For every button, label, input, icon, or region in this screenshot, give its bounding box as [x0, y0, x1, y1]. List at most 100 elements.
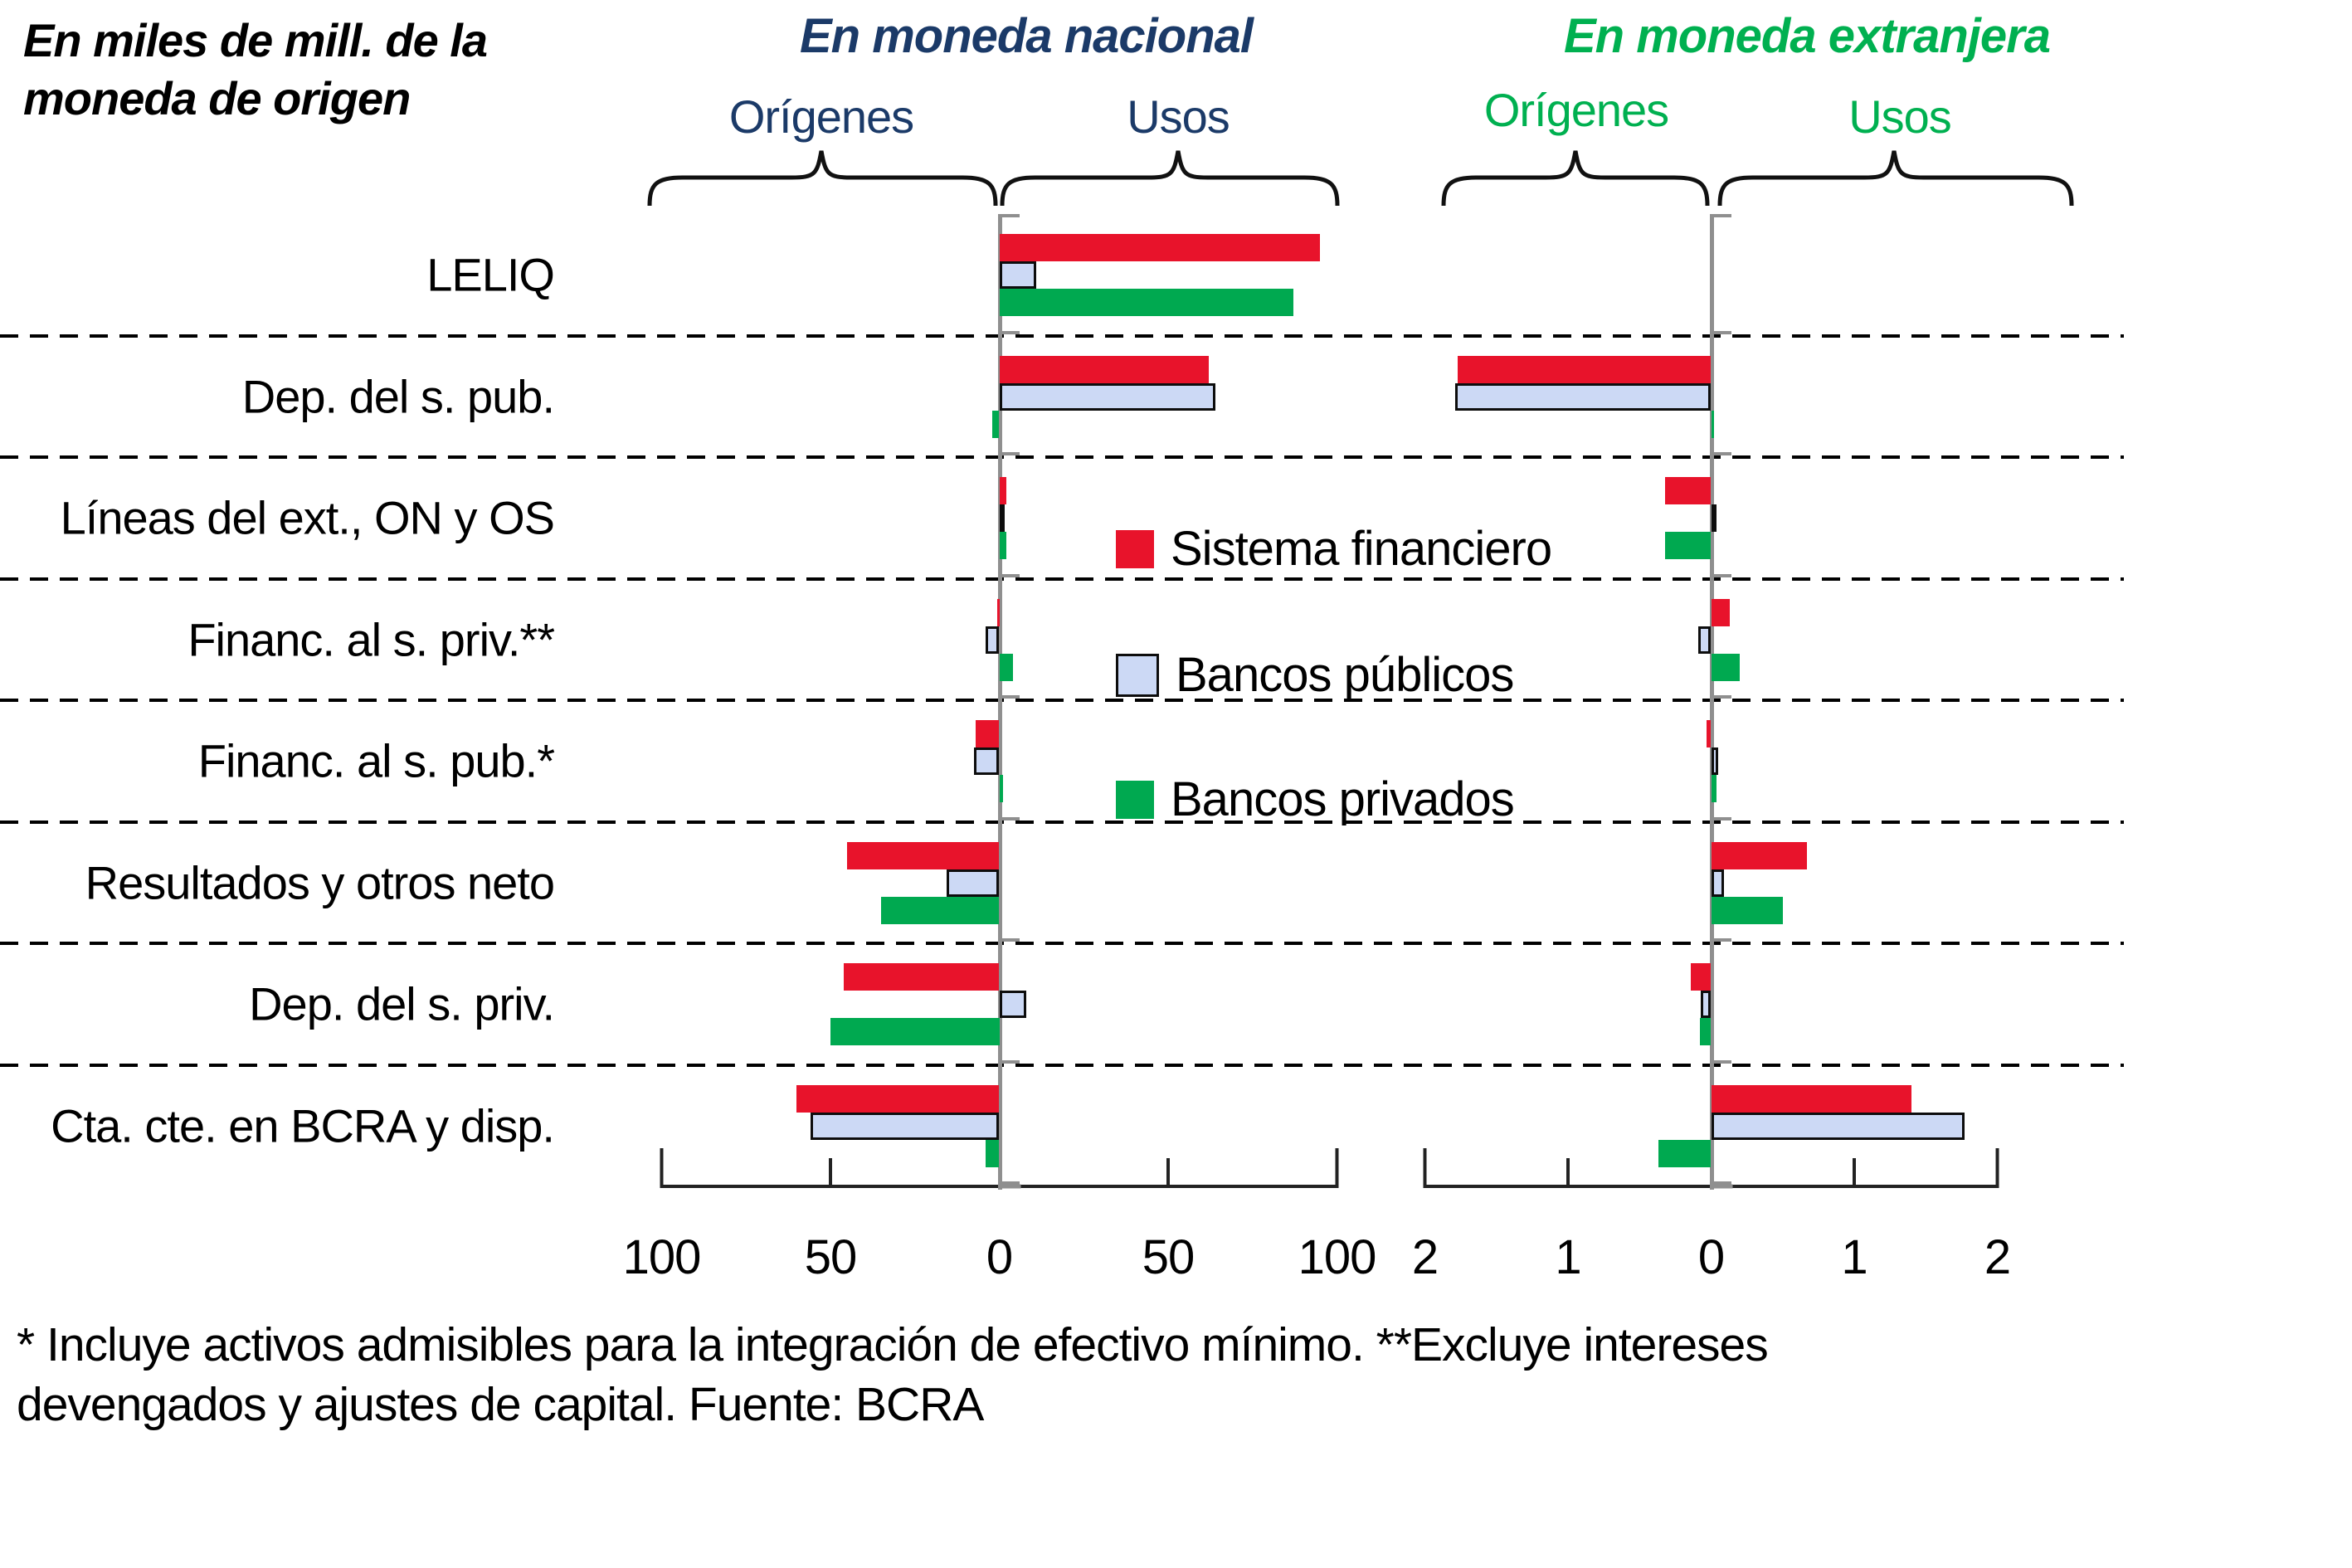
row-label: Dep. del s. priv.	[249, 977, 555, 1030]
axis-row-tick	[999, 938, 1020, 942]
legend-label: Bancos privados	[1171, 772, 1515, 826]
axis-tick-label: 2	[1984, 1230, 2011, 1284]
bar-nat-red-row7	[796, 1084, 1000, 1113]
bar-nat-blue-row0	[999, 261, 1037, 289]
bar-nat-red-row3	[996, 598, 1000, 626]
row-label: Resultados y otros neto	[85, 856, 555, 909]
row-separator	[0, 577, 2124, 581]
axis-tick-label: 1	[1555, 1230, 1581, 1284]
bar-ext-blue-row5	[1711, 869, 1725, 897]
bar-nat-red-row2	[999, 477, 1006, 504]
axis-tick-label: 50	[804, 1230, 858, 1284]
row-separator	[0, 334, 2124, 338]
bar-nat-red-row0	[999, 234, 1321, 261]
axis-row-tick	[1711, 1181, 1731, 1185]
row-separator	[0, 942, 2124, 945]
unit-note-line1: En miles de mill. de la	[23, 14, 488, 66]
axis-tick-label: 0	[1697, 1230, 1725, 1284]
bar-nat-green-row0	[999, 289, 1293, 316]
bar-ext-blue-row7	[1711, 1112, 1965, 1140]
bar-nat-blue-row6	[999, 991, 1027, 1018]
axis-row-tick	[999, 695, 1020, 699]
bar-ext-red-row5	[1711, 841, 1808, 869]
bar-nat-green-row6	[830, 1018, 1000, 1045]
axis-tick-label: 0	[986, 1230, 1013, 1284]
footnote: * Incluye activos admisibles para la int…	[17, 1315, 2306, 1434]
bar-ext-green-row2	[1665, 532, 1712, 559]
axis-row-tick	[999, 573, 1020, 577]
bar-ext-red-row7	[1711, 1084, 1911, 1113]
axis-tick-label: 1	[1841, 1230, 1867, 1284]
axis-tick-label: 100	[622, 1230, 702, 1284]
bar-ext-blue-row2	[1711, 504, 1717, 532]
bar-nat-green-row5	[881, 896, 1000, 924]
bar-ext-red-row1	[1458, 355, 1712, 383]
axis-row-tick	[1711, 214, 1731, 217]
zero-axis-nat	[997, 214, 1002, 1190]
bar-ext-green-row5	[1711, 896, 1783, 924]
bar-ext-red-row6	[1691, 963, 1712, 991]
row-label: LELIQ	[426, 248, 555, 301]
axis-tick-label: 50	[1142, 1230, 1195, 1284]
axis-row-tick	[999, 816, 1020, 821]
row-separator	[0, 699, 2124, 702]
bar-nat-red-row1	[999, 355, 1209, 383]
foreign-origenes-label: Orígenes	[1483, 84, 1669, 136]
bar-nat-green-row7	[986, 1139, 1000, 1167]
legend-swatch-blue	[1116, 653, 1159, 697]
legend-swatch-red	[1116, 529, 1154, 568]
axis-row-tick	[999, 214, 1020, 217]
bar-nat-green-row1	[992, 410, 1000, 438]
bar-ext-green-row4	[1711, 775, 1717, 802]
bar-nat-blue-row2	[999, 504, 1005, 532]
bar-ext-blue-row6	[1701, 991, 1712, 1018]
axis-row-tick	[1711, 330, 1731, 334]
bar-nat-green-row2	[999, 532, 1006, 559]
axis-tick-label: 100	[1298, 1230, 1377, 1284]
bar-ext-blue-row3	[1697, 626, 1712, 654]
legend-item-bancos-privados: Bancos privados	[1116, 772, 1515, 827]
unit-note-line2: moneda de origen	[23, 72, 411, 124]
panel-title-national: En moneda nacional	[800, 9, 1254, 63]
bar-ext-red-row2	[1665, 477, 1712, 504]
legend-item-sistema-financiero: Sistema financiero	[1116, 521, 1552, 577]
panel-title-foreign: En moneda extranjera	[1564, 9, 2051, 63]
legend-label: Bancos públicos	[1176, 648, 1514, 702]
axis-tick-label: 2	[1411, 1230, 1439, 1284]
row-label: Financ. al s. priv.**	[187, 613, 555, 666]
axis-row-tick	[1711, 938, 1731, 942]
row-label: Líneas del ext., ON y OS	[60, 491, 555, 544]
legend-label: Sistema financiero	[1171, 522, 1552, 576]
axis-row-tick	[1711, 573, 1731, 577]
axis-row-tick	[1711, 452, 1731, 455]
footnote-line1: * Incluye activos admisibles para la int…	[17, 1318, 1769, 1371]
bar-ext-green-row1	[1711, 410, 1714, 438]
bar-nat-green-row3	[999, 653, 1013, 681]
zero-axis-ext	[1709, 214, 1714, 1190]
bar-ext-blue-row4	[1711, 747, 1719, 775]
bar-nat-blue-row5	[947, 869, 1000, 897]
legend-swatch-green	[1116, 780, 1154, 819]
bar-nat-red-row4	[976, 720, 1000, 747]
national-origenes-label: Orígenes	[728, 90, 914, 143]
foreign-usos-label: Usos	[1848, 90, 1952, 143]
row-label: Cta. cte. en BCRA y disp.	[51, 1099, 555, 1152]
axis-row-tick	[1711, 695, 1731, 699]
axis-row-tick	[999, 452, 1020, 455]
bar-ext-green-row3	[1711, 653, 1740, 681]
axis-row-tick	[1711, 816, 1731, 821]
bar-nat-red-row6	[844, 963, 1000, 991]
bar-nat-blue-row7	[810, 1112, 1000, 1140]
bar-nat-blue-row4	[973, 747, 1000, 775]
row-label: Financ. al s. pub.*	[197, 734, 555, 787]
axis-row-tick	[999, 1059, 1020, 1064]
bar-nat-green-row4	[999, 775, 1003, 802]
bar-nat-blue-row3	[986, 626, 1000, 654]
row-separator	[0, 820, 2124, 824]
unit-note: En miles de mill. de la moneda de origen	[23, 12, 488, 128]
legend-item-bancos-publicos: Bancos públicos	[1116, 647, 1514, 703]
bar-ext-blue-row1	[1454, 382, 1712, 411]
row-separator	[0, 455, 2124, 459]
bar-ext-green-row6	[1699, 1018, 1712, 1045]
